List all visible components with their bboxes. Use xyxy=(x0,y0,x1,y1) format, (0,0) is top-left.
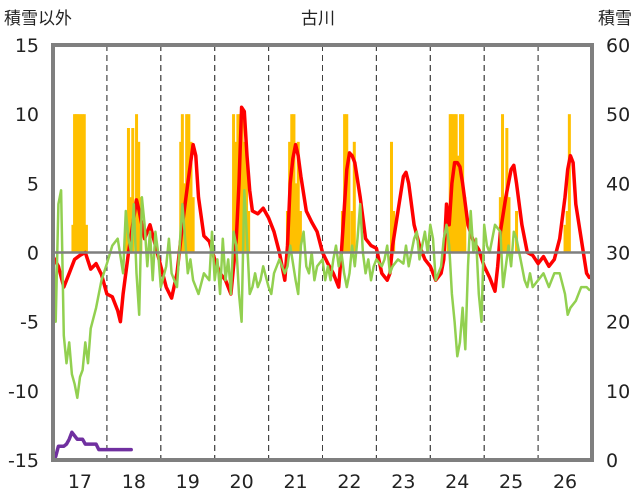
plot-frame xyxy=(51,43,594,462)
precip-bar-26 xyxy=(240,114,244,253)
precip-bar-61 xyxy=(565,211,569,253)
precip-bar-53 xyxy=(463,197,467,253)
precip-bar-11 xyxy=(131,128,135,253)
x-tick-label: 26 xyxy=(553,471,577,493)
chart-title: 古川 xyxy=(301,9,335,29)
x-tick-label: 22 xyxy=(337,471,361,493)
x-tick-label: 17 xyxy=(68,471,92,493)
precip-bar-40 xyxy=(347,155,351,253)
precip-bar-21 xyxy=(191,197,195,253)
precip-bar-48 xyxy=(452,114,456,253)
right-tick-label: 60 xyxy=(606,35,630,57)
precip-bar-29 xyxy=(247,211,251,253)
left-axis-label: 積雪以外 xyxy=(4,9,72,29)
right-tick-label: 10 xyxy=(606,381,630,403)
precip-bar-12 xyxy=(135,114,139,253)
grid-lines xyxy=(106,45,539,460)
x-tick-label: 18 xyxy=(122,471,146,493)
left-tick-label: 10 xyxy=(15,104,39,126)
precip-bar-58 xyxy=(507,197,511,253)
precip-bar-2 xyxy=(74,114,78,253)
precip-bar-62 xyxy=(567,114,571,253)
precip-bar-41 xyxy=(350,211,354,253)
x-tick-label: 21 xyxy=(283,471,307,493)
series-line-1-0 xyxy=(51,189,591,400)
series-line-0-0 xyxy=(51,105,592,324)
precip-bar-55 xyxy=(501,114,505,253)
left-tick-label: 0 xyxy=(27,243,39,265)
precip-bar-60 xyxy=(563,224,567,253)
precip-bar-33 xyxy=(292,114,296,253)
precip-bar-0 xyxy=(71,224,75,253)
left-tick-label: -10 xyxy=(8,381,39,403)
left-tick-label: 5 xyxy=(27,173,39,195)
x-tick-label: 23 xyxy=(391,471,415,493)
precip-bar-16 xyxy=(180,114,184,253)
right-tick-label: 30 xyxy=(606,243,630,265)
precip-bar-13 xyxy=(137,141,141,253)
right-tick-label: 40 xyxy=(606,173,630,195)
axes xyxy=(51,43,594,462)
precip-bar-43 xyxy=(389,141,393,253)
x-tick-label: 19 xyxy=(176,471,200,493)
precip-bar-36 xyxy=(298,211,302,253)
x-tick-label: 24 xyxy=(445,471,469,493)
precip-bar-7 xyxy=(84,224,88,253)
left-tick-label: -5 xyxy=(20,312,39,334)
precip-bar-4 xyxy=(78,114,82,253)
right-axis-label: 積雪 xyxy=(598,9,632,29)
precip-bar-20 xyxy=(189,141,193,253)
precip-bar-42 xyxy=(352,141,356,253)
precip-bar-56 xyxy=(503,211,507,253)
right-tick-label: 20 xyxy=(606,312,630,334)
precip-bar-34 xyxy=(294,183,298,253)
precip-bar-50 xyxy=(456,155,460,253)
precip-bar-49 xyxy=(454,114,458,253)
series-line-2-0 xyxy=(51,430,133,459)
left-tick-label: -15 xyxy=(8,450,39,472)
precip-bar-15 xyxy=(179,141,183,253)
precip-bar-3 xyxy=(76,114,80,253)
x-tick-label: 25 xyxy=(499,471,523,493)
precip-bar-35 xyxy=(296,141,300,253)
precip-bar-10 xyxy=(129,197,133,253)
right-tick-label: 50 xyxy=(606,104,630,126)
precip-bar-22 xyxy=(232,114,236,253)
x-tick-label: 20 xyxy=(230,471,254,493)
precip-bar-9 xyxy=(126,128,130,253)
precip-bar-1 xyxy=(73,114,77,253)
precip-bar-51 xyxy=(458,114,462,253)
precip-bar-23 xyxy=(234,141,238,253)
precip-bar-8 xyxy=(125,224,129,253)
precip-bar-59 xyxy=(515,211,519,253)
precip-bar-6 xyxy=(82,114,86,253)
precip-bar-28 xyxy=(245,155,249,253)
left-tick-label: 15 xyxy=(15,35,39,57)
precip-bar-5 xyxy=(80,114,84,253)
right-tick-label: 0 xyxy=(606,450,618,472)
